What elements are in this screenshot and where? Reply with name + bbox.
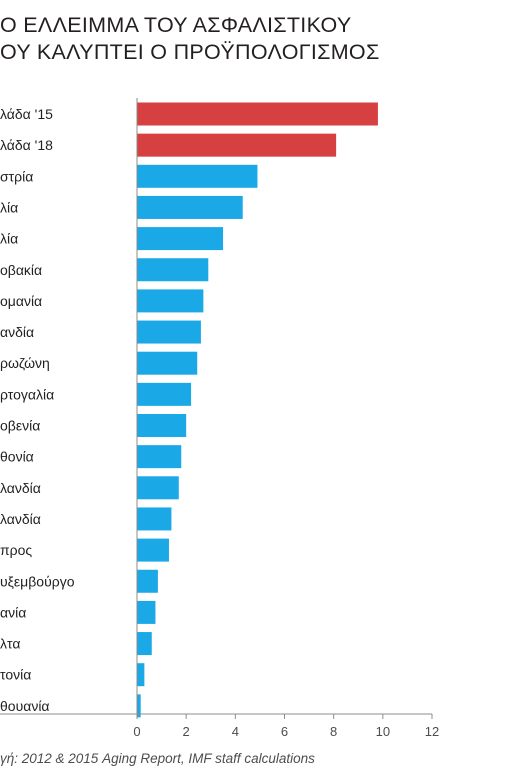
bar <box>137 538 169 562</box>
bar <box>137 164 258 188</box>
chart-title-line-1: Ο ΕΛΛΕΙΜΜΑ ΤΟΥ ΑΣΦΑΛΙΣΤΙΚΟΥ <box>0 13 352 37</box>
category-label: προς <box>0 542 32 558</box>
axes <box>0 98 432 715</box>
category-label: τονία <box>0 667 31 683</box>
bar <box>137 476 179 500</box>
category-labels: λάδα '15 λάδα '18 στρία λία λία οβακία ομανία α… <box>0 106 75 714</box>
x-tick-label: 10 <box>376 724 390 739</box>
bar <box>137 102 378 126</box>
bar <box>137 320 201 344</box>
x-tick-label: 0 <box>133 724 140 739</box>
category-label: λάδα '15 <box>0 106 53 122</box>
bar <box>137 600 156 624</box>
bar <box>137 569 158 593</box>
x-tick-label: 2 <box>183 724 190 739</box>
source-note: γή: 2012 & 2015 Aging Report, IMF staff … <box>0 751 315 766</box>
x-tick-label: 6 <box>281 724 288 739</box>
category-label: λτα <box>0 636 20 652</box>
category-label: στρία <box>0 168 33 184</box>
chart-title: Ο ΕΛΛΕΙΜΜΑ ΤΟΥ ΑΣΦΑΛΙΣΤΙΚΟΥ ΟΥ ΚΑΛΥΠΤΕΙ … <box>0 12 530 66</box>
bar-chart: λάδα '15 λάδα '18 στρία λία λία οβακία ομανία α… <box>0 98 439 739</box>
x-tick-label: 8 <box>330 724 337 739</box>
bar <box>137 351 198 375</box>
category-label: λανδία <box>0 480 41 496</box>
bar <box>137 632 152 656</box>
category-label: λία <box>0 199 18 215</box>
bar <box>137 195 243 219</box>
x-ticks: 0 2 4 6 8 10 12 <box>133 714 439 739</box>
category-label: ρτογαλία <box>0 386 54 402</box>
category-label: οβακία <box>0 262 42 278</box>
bar <box>137 258 209 282</box>
category-label: οβενία <box>0 418 40 434</box>
chart-title-line-2: ΟΥ ΚΑΛΥΠΤΕΙ Ο ΠΡΟΫΠΟΛΟΓΙΣΜΟΣ <box>0 40 380 64</box>
bar <box>137 414 187 437</box>
category-label: λία <box>0 231 18 247</box>
bars <box>137 102 378 718</box>
bar <box>137 445 182 469</box>
bar <box>137 663 145 687</box>
bar <box>137 289 204 313</box>
category-label: ρωζώνη <box>0 355 50 371</box>
category-label: ανία <box>0 604 26 620</box>
x-tick-label: 4 <box>232 724 239 739</box>
category-label: θουανία <box>0 698 50 714</box>
category-label: θονία <box>0 449 34 465</box>
bar <box>137 507 172 531</box>
category-label: ανδία <box>0 324 34 340</box>
bar <box>137 382 192 406</box>
category-label: λανδία <box>0 511 41 527</box>
bar <box>137 227 224 251</box>
x-tick-label: 12 <box>425 724 439 739</box>
category-label: υξεμβούργο <box>0 573 75 589</box>
bar <box>137 694 141 718</box>
category-label: ομανία <box>0 293 42 309</box>
bar <box>137 133 337 157</box>
category-label: λάδα '18 <box>0 137 53 153</box>
